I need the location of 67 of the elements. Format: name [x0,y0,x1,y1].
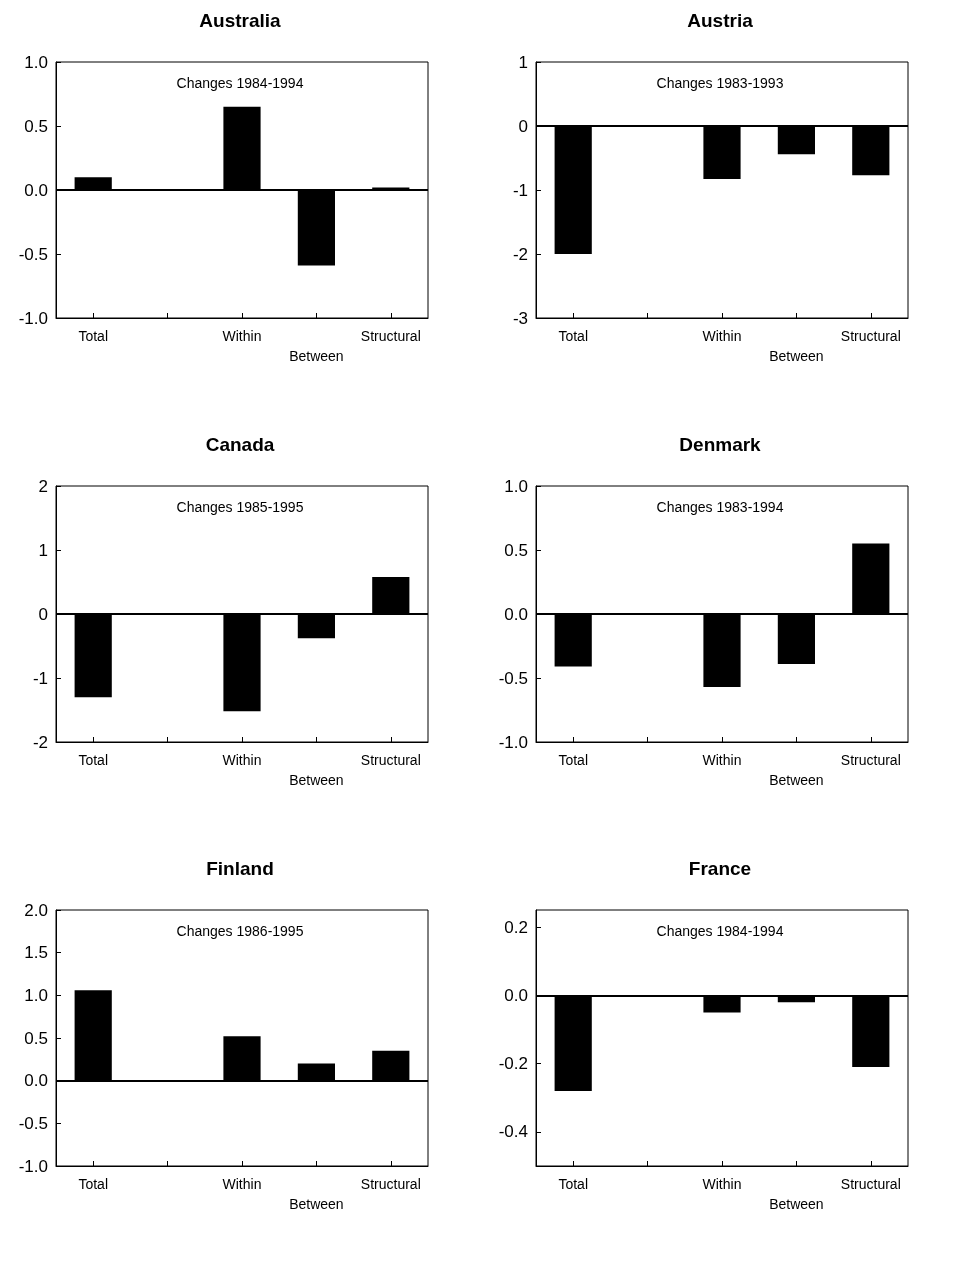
y-tick-label: 0 [518,116,528,136]
y-tick-label: 1.5 [24,943,48,963]
y-tick-label: -0.4 [498,1122,528,1142]
y-tick-label: 1 [518,52,528,72]
chart-title: Austria [687,10,754,31]
y-tick-label: 1.0 [24,52,48,72]
y-tick-label: -1.0 [18,1156,48,1176]
annotation: Changes 1983-1993 [656,75,784,91]
y-tick-label: -0.5 [18,244,48,264]
y-tick-label: 0.5 [24,116,48,136]
y-tick-label: -2 [512,244,528,264]
chart-title: Finland [206,858,274,879]
y-tick-label: 0 [38,604,48,624]
y-tick-label: -0.5 [498,668,528,688]
x-tick-label: Between [289,772,344,788]
y-tick-label: 0.0 [504,604,528,624]
y-tick-label: 0.2 [504,917,528,937]
x-tick-label: Within [222,752,262,768]
x-tick-label: Structural [360,328,421,344]
y-tick-label: -0.5 [18,1113,48,1133]
x-tick-label: Total [558,752,588,768]
y-tick-label: -1.0 [18,308,48,328]
y-tick-label: 0.0 [504,985,528,1005]
y-tick-label: 0.0 [24,1071,48,1091]
annotation: Changes 1984-1994 [656,923,784,939]
annotation: Changes 1985-1995 [176,499,304,515]
x-tick-label: Between [769,348,824,364]
chart-title: France [688,858,752,879]
y-tick-label: -1 [32,668,48,688]
y-tick-label: 1.0 [24,985,48,1005]
x-tick-label: Between [289,348,344,364]
y-tick-label: -1 [512,180,528,200]
x-tick-label: Structural [840,328,901,344]
annotation: Changes 1986-1995 [176,923,304,939]
y-tick-label: 1.0 [504,476,528,496]
chart-title: Denmark [679,434,762,455]
x-tick-label: Structural [360,1176,421,1192]
x-tick-label: Within [702,1176,742,1192]
annotation: Changes 1984-1994 [176,75,304,91]
y-tick-label: 2.0 [24,900,48,920]
x-tick-label: Total [558,328,588,344]
x-tick-label: Total [558,1176,588,1192]
x-tick-label: Total [78,1176,108,1192]
y-tick-label: -3 [512,308,528,328]
chart-title: Canada [205,434,275,455]
x-tick-label: Between [769,1196,824,1212]
y-tick-label: -1.0 [498,732,528,752]
x-tick-label: Within [222,328,262,344]
x-tick-label: Between [769,772,824,788]
y-tick-label: -2 [32,732,48,752]
y-tick-label: 1 [38,540,48,560]
x-tick-label: Total [78,752,108,768]
x-tick-label: Structural [360,752,421,768]
y-tick-label: 2 [38,476,48,496]
y-tick-label: 0.5 [24,1028,48,1048]
y-tick-label: 0.5 [504,540,528,560]
x-tick-label: Structural [840,752,901,768]
x-tick-label: Within [702,328,742,344]
x-tick-label: Within [702,752,742,768]
x-tick-label: Total [78,328,108,344]
x-tick-label: Structural [840,1176,901,1192]
y-tick-label: 0.0 [24,180,48,200]
annotation: Changes 1983-1994 [656,499,784,515]
x-tick-label: Within [222,1176,262,1192]
x-tick-label: Between [289,1196,344,1212]
chart-title: Australia [199,10,282,31]
y-tick-label: -0.2 [498,1054,528,1074]
